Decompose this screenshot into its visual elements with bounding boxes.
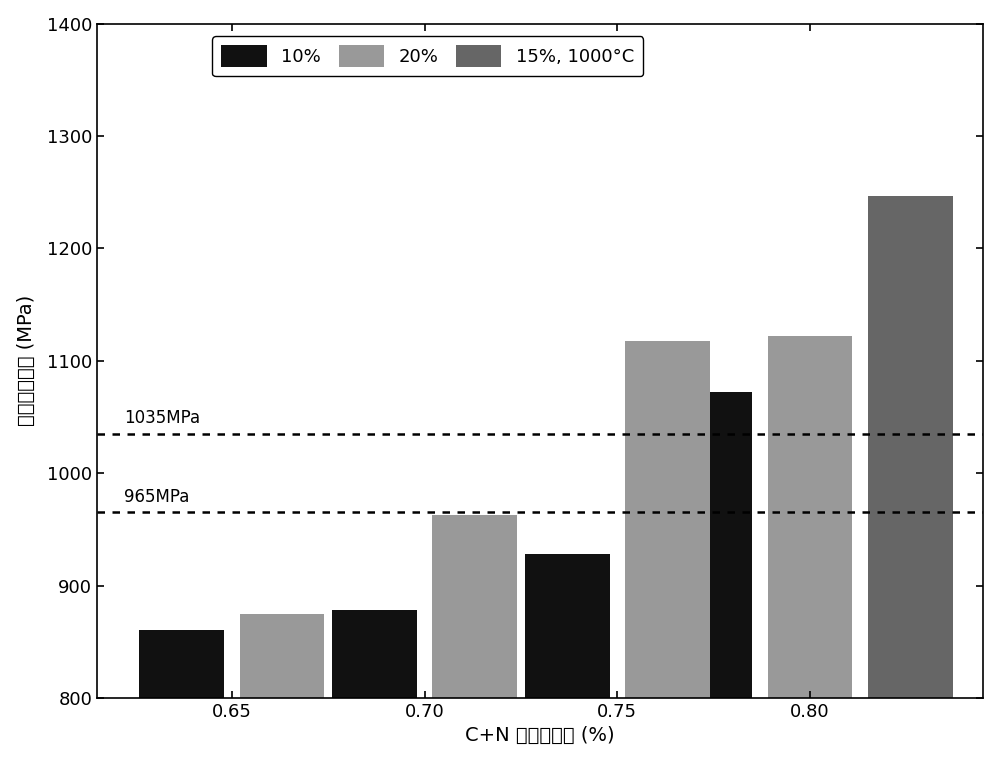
- Bar: [667, 392, 752, 698]
- Bar: [432, 515, 517, 698]
- Y-axis label: 室温屈服强度 (MPa): 室温屈服强度 (MPa): [17, 295, 36, 427]
- Bar: [332, 610, 417, 698]
- Legend: 10%, 20%, 15%, 1000°C: 10%, 20%, 15%, 1000°C: [212, 36, 643, 76]
- Bar: [240, 613, 324, 698]
- Text: 965MPa: 965MPa: [124, 488, 189, 506]
- Bar: [868, 196, 953, 698]
- Bar: [768, 336, 852, 698]
- Bar: [525, 554, 610, 698]
- Text: 1035MPa: 1035MPa: [124, 409, 200, 427]
- Bar: [139, 630, 224, 698]
- X-axis label: C+N 质量百分比 (%): C+N 质量百分比 (%): [465, 726, 615, 745]
- Bar: [625, 341, 710, 698]
